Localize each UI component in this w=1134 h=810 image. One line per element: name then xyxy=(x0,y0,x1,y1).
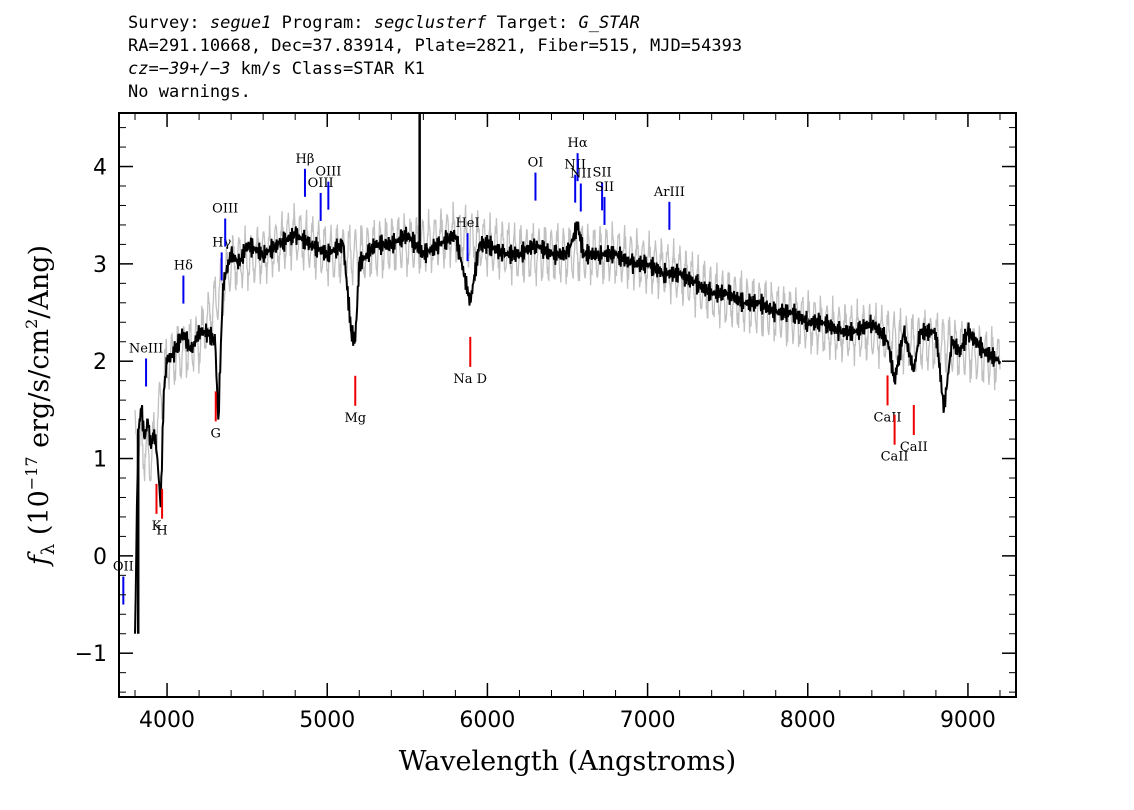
flux-layer xyxy=(134,113,1001,634)
y-axis-label: fλ (10−17 erg/s/cm2/Ang) xyxy=(22,245,59,567)
ylabel-pre: (10 xyxy=(24,490,55,543)
emission-label: ArIII xyxy=(653,185,685,200)
ylabel-sub: λ xyxy=(38,544,59,555)
emission-label: Hγ xyxy=(212,235,231,250)
cz-label: cz= xyxy=(128,59,159,79)
y-tick-label: 1 xyxy=(93,448,107,473)
x-axis-label: Wavelength (Angstroms) xyxy=(399,746,736,777)
survey-name: segue1 xyxy=(209,13,272,33)
absorption-label: H xyxy=(156,524,167,539)
emission-label: OIII xyxy=(212,202,238,217)
absorption-label: CaII xyxy=(874,410,902,425)
y-tick-label: 0 xyxy=(93,545,107,570)
ylabel-exp: −17 xyxy=(22,456,41,490)
emission-label: SII xyxy=(595,180,614,195)
absorption-label: CaII xyxy=(881,450,909,465)
spectrum-header: Survey: segue1 Program: segclusterf Targ… xyxy=(128,12,742,104)
class-text: km/s Class=STAR K1 xyxy=(230,59,425,79)
ylabel-post: /Ang) xyxy=(24,245,55,319)
header-line-2: RA=291.10668, Dec=37.83914, Plate=2821, … xyxy=(128,36,743,56)
y-tick-label: 4 xyxy=(93,156,107,181)
x-tick-label: 5000 xyxy=(299,708,355,733)
y-tick-label: 3 xyxy=(93,253,107,278)
emission-label: Hα xyxy=(568,136,588,151)
absorption-label: CaII xyxy=(900,440,928,455)
absorption-label: G xyxy=(211,426,221,441)
header-line-3: cz=−39+/−3 km/s Class=STAR K1 xyxy=(128,58,742,81)
ylabel-symbol: f xyxy=(24,551,55,567)
ylabel-mid: erg/s/cm xyxy=(24,329,55,457)
plot-frame xyxy=(118,112,1017,698)
x-tick-label: 6000 xyxy=(459,708,515,733)
absorption-label: K xyxy=(152,519,162,534)
target-name: G_STAR xyxy=(578,13,640,33)
emission-label: OIII xyxy=(308,176,334,191)
x-tick-label: 4000 xyxy=(139,708,195,733)
flux-line xyxy=(134,221,1001,634)
emission-label: HeI xyxy=(455,216,479,231)
target-label: Target: xyxy=(496,13,569,33)
x-tick-label: 9000 xyxy=(940,708,996,733)
emission-label: OI xyxy=(528,156,544,171)
emission-label: OIII xyxy=(315,165,341,180)
y-tick-label: 2 xyxy=(93,350,107,375)
survey-label: Survey: xyxy=(128,13,200,33)
ylabel-exp2: 2 xyxy=(22,319,41,329)
x-tick-label: 8000 xyxy=(780,708,836,733)
program-label: Program: xyxy=(281,13,364,33)
emission-label: Hβ xyxy=(296,152,315,167)
emission-label: NII xyxy=(570,167,592,182)
emission-label: Hδ xyxy=(174,259,193,274)
emission-label: SII xyxy=(593,165,612,180)
cz-value: −39+/−3 xyxy=(158,59,231,79)
x-tick-label: 7000 xyxy=(620,708,676,733)
absorption-label: Na D xyxy=(453,372,487,387)
emission-label: OII xyxy=(113,560,134,575)
y-tick-label: −1 xyxy=(75,642,107,667)
program-name: segclusterf xyxy=(373,13,487,33)
emission-label: NeIII xyxy=(129,342,163,357)
absorption-label: Mg xyxy=(344,411,366,426)
ticks-layer: 4000 5000 6000 7000 8000 9000 −1 0 1 2 3 4 xyxy=(75,113,1016,733)
header-line-4: No warnings. xyxy=(128,82,251,102)
emission-label: NII xyxy=(564,158,586,173)
header-line-1: Survey: segue1 Program: segclusterf Targ… xyxy=(128,12,742,35)
